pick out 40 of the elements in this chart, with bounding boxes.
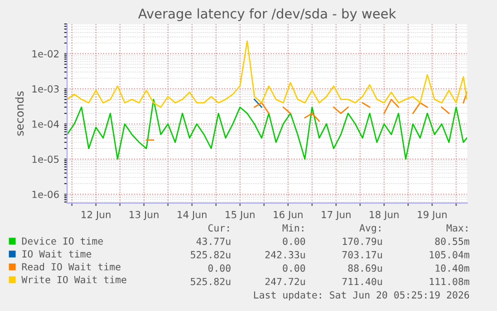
x-tick-label: 15 Jun [226, 211, 255, 220]
text: 88.69u [348, 264, 382, 272]
x-tick-label: 16 Jun [274, 210, 303, 220]
text: 105.04m [430, 251, 470, 258]
text: Max: [446, 224, 468, 232]
legend-label: IO Wait time [22, 250, 92, 258]
text: Min: [282, 224, 304, 232]
x-tick-label: 14 Jun [178, 211, 206, 220]
text: 10.40m [436, 264, 470, 272]
text: 111.08m [430, 278, 470, 286]
text: 80.55m [435, 238, 470, 245]
text: 711.40u [342, 278, 382, 286]
text: 525.82u [190, 278, 230, 286]
legend-label: Device IO time [22, 237, 103, 245]
y-tick-label: 1e-04 [32, 120, 59, 128]
text: 525.82u [190, 251, 230, 258]
x-tick-label: 19 Jun [418, 210, 447, 220]
text: 0.00 [282, 238, 306, 245]
text: Cur: [208, 224, 229, 232]
text: 0.00 [282, 264, 306, 272]
text: Avg: [359, 224, 380, 234]
legend-label: Write IO Wait time [22, 276, 126, 284]
x-tick-label: 17 Jun [322, 211, 351, 220]
x-tick-label: 12 Jun [82, 210, 110, 220]
y-tick-label: 1e-02 [32, 50, 58, 58]
text: 0.00 [208, 264, 230, 272]
text: 43.77u [196, 238, 230, 245]
text: 703.17u [342, 251, 382, 258]
x-tick-label: 18 Jun [370, 210, 399, 220]
text: 242.33u [265, 251, 305, 258]
y-tick-label: 1e-05 [32, 156, 59, 163]
y-axis-title: seconds [15, 91, 24, 136]
text: Last update: Sat Jun 20 05:25:19 2026 [254, 291, 470, 300]
y-tick-label: 1e-06 [32, 190, 59, 198]
chart-title: Average latency for /dev/sda - by week [138, 8, 396, 22]
legend-label: Read IO Wait time [22, 262, 120, 270]
text: 247.72u [265, 278, 305, 286]
y-tick-label: 1e-03 [32, 85, 59, 93]
x-tick-label: 13 Jun [130, 210, 158, 220]
text: 170.79u [342, 238, 382, 245]
